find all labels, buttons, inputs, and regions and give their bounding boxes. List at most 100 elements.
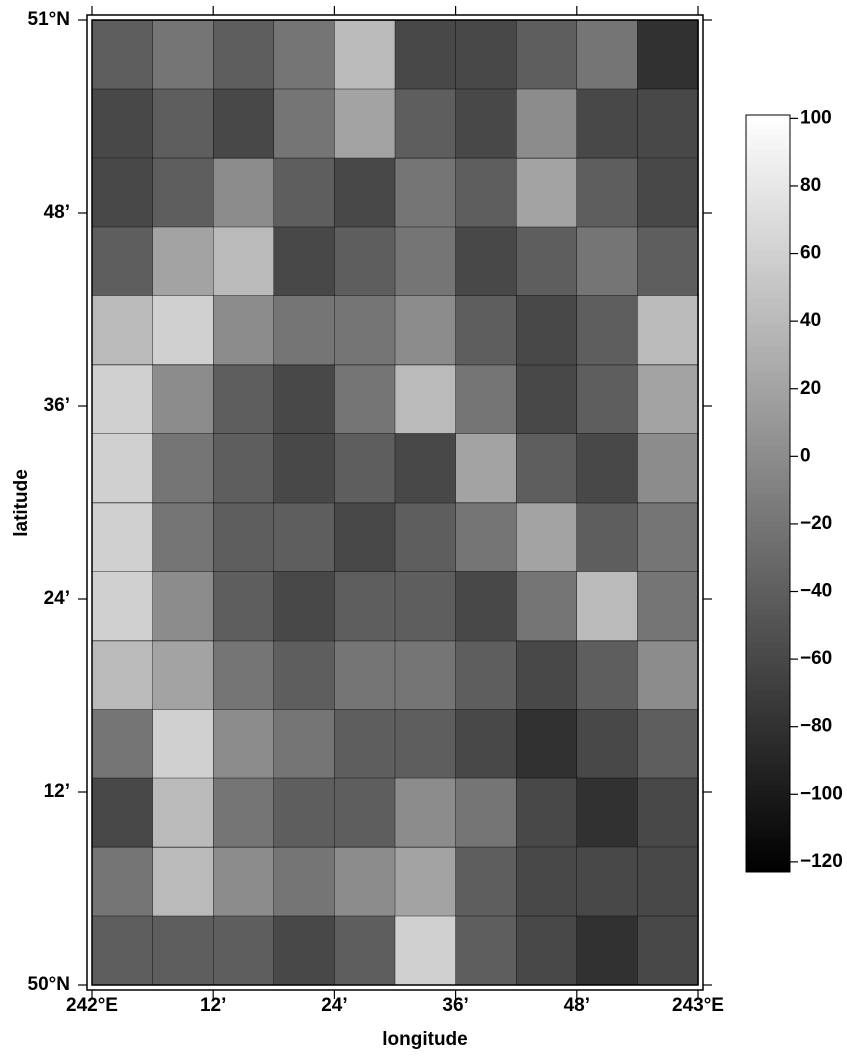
colorbar-step (746, 324, 790, 332)
cell (637, 847, 699, 917)
cell (152, 295, 214, 365)
y-tick-label: 36’ (44, 395, 70, 416)
colorbar-step (746, 405, 790, 413)
colorbar-step (746, 290, 790, 298)
cell (637, 158, 699, 228)
colorbar-step (746, 534, 790, 542)
cell (637, 88, 699, 159)
cell (152, 226, 214, 297)
colorbar-step (746, 709, 790, 718)
colorbar-step (746, 831, 790, 839)
cell (91, 20, 154, 90)
cell (576, 777, 639, 848)
colorbar-step (746, 675, 790, 684)
colorbar-step (746, 628, 790, 636)
cell (516, 709, 578, 779)
colorbar-step (746, 209, 790, 217)
colorbar-step (746, 452, 790, 461)
colorbar-step (746, 513, 790, 522)
colorbar-step (746, 229, 790, 238)
cell (576, 915, 639, 986)
cell (91, 571, 154, 641)
cell (273, 158, 336, 228)
colorbar-step (746, 811, 790, 819)
cell (273, 915, 336, 986)
cell (273, 571, 336, 641)
colorbar-tick-label: 20 (800, 378, 821, 399)
cell (576, 20, 639, 90)
cell (273, 502, 336, 573)
colorbar-step (746, 601, 790, 609)
cell (394, 20, 457, 90)
colorbar-step (746, 790, 790, 799)
cell (455, 777, 517, 848)
cell (576, 88, 639, 159)
cell (576, 226, 639, 297)
y-axis-label: latitude (11, 469, 32, 537)
colorbar-step (746, 128, 790, 136)
cell (273, 777, 336, 848)
colorbar-step (746, 804, 790, 812)
cell (273, 88, 336, 159)
colorbar-step (746, 696, 790, 704)
colorbar-step (746, 439, 790, 447)
cell (152, 158, 214, 228)
cell (334, 20, 396, 90)
colorbar-tick-label: −120 (800, 851, 843, 872)
colorbar-step (746, 135, 790, 143)
colorbar-step (746, 642, 790, 650)
colorbar-step (746, 162, 790, 170)
cell (455, 433, 517, 503)
cell (152, 777, 214, 848)
colorbar-step (746, 148, 790, 157)
colorbar-step (746, 432, 790, 440)
cell (576, 158, 639, 228)
cell (152, 709, 214, 779)
colorbar-step (746, 338, 790, 346)
colorbar-step (746, 243, 790, 251)
colorbar-step (746, 615, 790, 623)
cell (152, 571, 214, 641)
cell (212, 158, 275, 228)
cell (91, 226, 154, 297)
cell (212, 226, 275, 297)
colorbar-step (746, 311, 790, 319)
colorbar-step (746, 419, 790, 427)
cell (212, 709, 275, 779)
colorbar-step (746, 757, 790, 765)
cell (273, 226, 336, 297)
cell (637, 502, 699, 573)
cell (516, 847, 578, 917)
cell (637, 20, 699, 90)
cell (334, 571, 396, 641)
cell (212, 640, 275, 711)
cell (455, 88, 517, 159)
colorbar-step (746, 344, 790, 353)
cell (152, 364, 214, 435)
cell (576, 502, 639, 573)
cell (212, 915, 275, 986)
cell (152, 847, 214, 917)
colorbar-step (746, 277, 790, 285)
colorbar-step (746, 574, 790, 582)
colorbar-step (746, 723, 790, 731)
cell (516, 777, 578, 848)
colorbar-tick-label: 80 (800, 175, 821, 196)
colorbar-step (746, 371, 790, 380)
cell (455, 158, 517, 228)
colorbar-step (746, 608, 790, 616)
field (91, 20, 699, 986)
cell (516, 226, 578, 297)
cell (637, 433, 699, 503)
frame-inner (91, 19, 699, 986)
colorbar-step (746, 635, 790, 643)
cell (91, 158, 154, 228)
colorbar-step (746, 581, 790, 589)
cell (637, 640, 699, 711)
cell (91, 915, 154, 986)
cell (455, 295, 517, 365)
colorbar-step (746, 169, 790, 177)
cell (516, 158, 578, 228)
colorbar-step (746, 297, 790, 305)
